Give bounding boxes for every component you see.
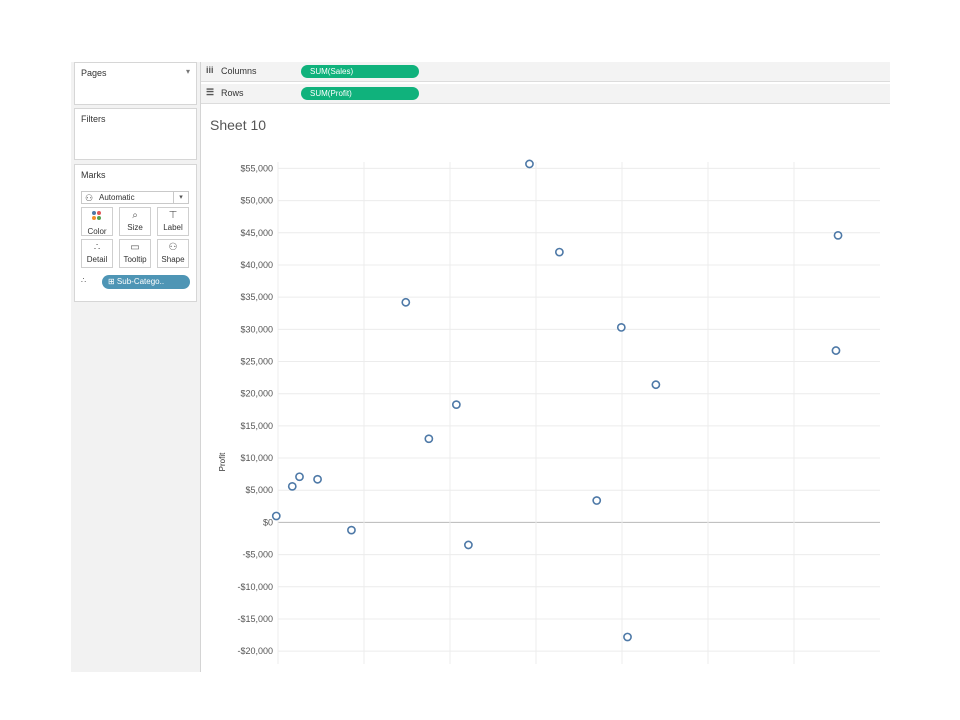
y-tick-label: $25,000: [240, 357, 273, 367]
detail-icon: ∴: [93, 242, 101, 253]
mark-type-dropdown[interactable]: ⚇ Automatic ▾: [81, 191, 189, 204]
y-tick-label: $45,000: [240, 228, 273, 238]
y-tick-label: $0: [263, 517, 273, 527]
y-axis-title: Profit: [218, 452, 227, 471]
scatter-point[interactable]: [287, 481, 297, 491]
scatter-point[interactable]: [525, 159, 534, 169]
label-icon: ⊤: [168, 210, 178, 221]
tooltip-button[interactable]: ▭ Tooltip: [119, 239, 151, 268]
y-tick-label: $30,000: [240, 324, 273, 334]
sub-category-pill[interactable]: ⊞ Sub-Catego..: [102, 275, 190, 289]
color-button[interactable]: Color: [81, 207, 113, 236]
scatter-point[interactable]: [271, 511, 281, 521]
y-tick-label: -$5,000: [242, 550, 273, 560]
marks-title: Marks: [81, 170, 106, 180]
chevron-down-icon[interactable]: ▾: [173, 192, 188, 203]
tooltip-icon: ▭: [130, 242, 140, 253]
y-tick-label: $15,000: [240, 421, 273, 431]
filters-title: Filters: [81, 114, 106, 124]
shape-label: Shape: [161, 255, 185, 264]
pages-card[interactable]: Pages ▾: [74, 62, 197, 105]
label-label: Label: [163, 223, 183, 232]
detail-field-row: ∴ ⊞ Sub-Catego..: [81, 275, 193, 289]
scatter-chart: -$20,000 -$15,000 -$10,000 -$5,000 $0 $5,000 $…: [218, 159, 880, 664]
color-label: Color: [87, 227, 107, 236]
scatter-point[interactable]: [313, 474, 322, 484]
shape-button[interactable]: ⚇ Shape: [157, 239, 189, 268]
detail-label: Detail: [86, 255, 108, 264]
y-tick-label: -$20,000: [237, 646, 273, 656]
marks-card: Marks ⚇ Automatic ▾ Color ⌕ Size ⊤ Label: [74, 164, 197, 302]
scatter-point[interactable]: [623, 632, 632, 642]
scatter-point[interactable]: [833, 230, 843, 240]
scatter-point[interactable]: [424, 434, 434, 444]
pages-title: Pages: [81, 68, 107, 78]
scatter-point[interactable]: [347, 525, 356, 535]
columns-shelf[interactable]: iii Columns SUM(Sales): [201, 62, 890, 82]
sum-profit-pill[interactable]: SUM(Profit): [301, 87, 419, 100]
shape-icon: ⚇: [168, 242, 178, 253]
y-tick-label: $10,000: [240, 453, 273, 463]
size-icon: ⌕: [132, 210, 138, 221]
left-panel: Pages ▾ Filters Marks ⚇ Automatic ▾ Colo…: [71, 62, 201, 672]
scatter-point[interactable]: [464, 540, 473, 550]
size-button[interactable]: ⌕ Size: [119, 207, 151, 236]
rows-label: Rows: [221, 88, 244, 98]
columns-label: Columns: [221, 66, 257, 76]
scatter-point[interactable]: [831, 346, 841, 355]
shapes-icon: ⚇: [85, 193, 94, 203]
y-tick-label: $5,000: [245, 485, 273, 495]
y-tick-label: $35,000: [240, 292, 273, 302]
chevron-down-icon[interactable]: ▾: [185, 67, 190, 76]
y-tick-label: $55,000: [240, 163, 273, 173]
detail-icon: ∴: [81, 276, 87, 285]
scatter-point[interactable]: [651, 380, 661, 390]
rows-icon: ☰: [206, 87, 215, 97]
y-tick-label: -$15,000: [237, 614, 273, 624]
label-button[interactable]: ⊤ Label: [157, 207, 189, 236]
y-tick-label: $50,000: [240, 196, 273, 206]
scatter-point[interactable]: [616, 323, 626, 332]
mark-type-label: Automatic: [99, 193, 135, 202]
chart-ticks: -$20,000 -$15,000 -$10,000 -$5,000 $0 $5,000 $…: [237, 163, 273, 656]
scatter-point[interactable]: [451, 400, 461, 410]
chart-grid: [277, 162, 880, 664]
filters-card[interactable]: Filters: [74, 108, 197, 160]
tableau-workspace: Pages ▾ Filters Marks ⚇ Automatic ▾ Colo…: [71, 62, 890, 672]
sum-sales-pill[interactable]: SUM(Sales): [301, 65, 419, 78]
y-tick-label: $20,000: [240, 389, 273, 399]
color-dots-icon: [92, 211, 102, 221]
detail-button[interactable]: ∴ Detail: [81, 239, 113, 268]
scatter-point[interactable]: [592, 496, 602, 505]
columns-icon: iii: [206, 65, 214, 75]
scatter-point[interactable]: [295, 472, 304, 482]
y-tick-label: $40,000: [240, 260, 273, 270]
rows-shelf[interactable]: ☰ Rows SUM(Profit): [201, 84, 890, 104]
scatter-point[interactable]: [554, 247, 564, 257]
scatter-point[interactable]: [401, 297, 411, 307]
sheet-title: Sheet 10: [210, 117, 267, 133]
size-label: Size: [127, 223, 143, 232]
y-tick-label: -$10,000: [237, 582, 273, 592]
tooltip-label: Tooltip: [123, 255, 147, 264]
chart-points: [271, 159, 843, 642]
